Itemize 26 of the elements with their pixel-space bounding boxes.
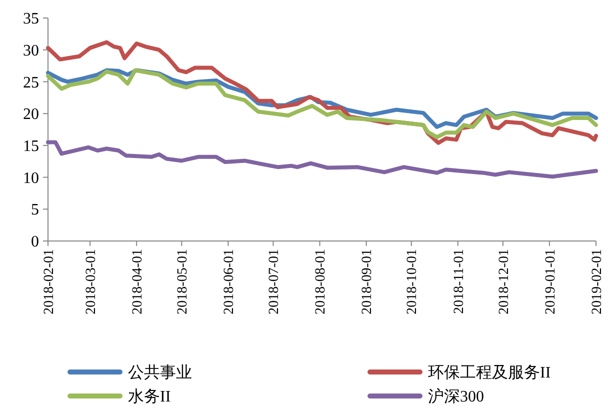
x-tick-label: 2018-05-01: [176, 249, 191, 314]
x-tick-label: 2018-03-01: [84, 249, 99, 314]
line-series: [46, 140, 598, 179]
x-tick-label: 2018-08-01: [314, 249, 329, 314]
legend-label: 环保工程及服务II: [428, 364, 551, 382]
y-tick-label: 30: [23, 42, 39, 60]
legend-label: 公共事业: [128, 364, 192, 382]
x-tick-label: 2019-01-01: [543, 249, 558, 314]
y-tick-label: 15: [23, 138, 39, 156]
x-tick-label: 2018-12-01: [496, 249, 512, 314]
y-tick-label: 0: [31, 234, 39, 251]
x-tick-label: 2018-04-01: [130, 249, 146, 314]
x-tick-label: 2018-02-01: [42, 249, 57, 314]
x-tick-label: 2018-06-01: [222, 249, 238, 314]
x-tick-label: 2019-02-01: [590, 249, 605, 314]
y-tick-label: 20: [23, 106, 39, 124]
legend-label: 水务II: [128, 388, 171, 406]
y-tick-label: 10: [23, 170, 39, 187]
y-tick-label: 25: [23, 74, 39, 92]
legend-label: 沪深300: [428, 388, 484, 406]
y-tick-label: 35: [23, 10, 39, 28]
x-tick-label: 2018-07-01: [267, 249, 282, 314]
x-tick-label: 2018-11-01: [452, 249, 467, 314]
x-tick-label: 2018-10-01: [405, 249, 420, 314]
y-tick-label: 5: [31, 202, 39, 219]
x-tick-label: 2018-09-01: [360, 249, 376, 314]
